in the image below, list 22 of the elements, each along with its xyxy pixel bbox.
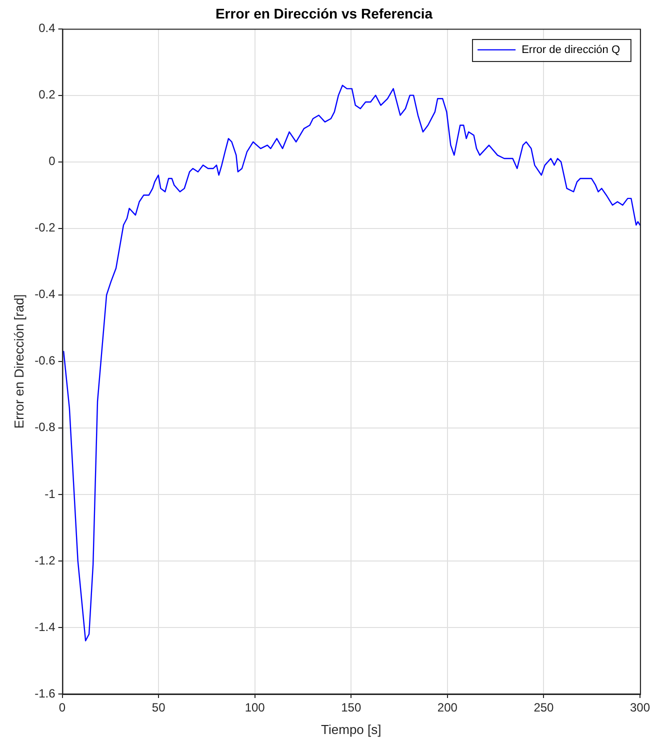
y-tick-label: -0.8: [34, 420, 56, 434]
y-tick-label: 0.4: [38, 21, 56, 36]
x-tick-label: 150: [341, 700, 362, 715]
legend-label: Error de dirección Q: [522, 44, 620, 56]
x-tick-label: 200: [437, 700, 458, 715]
y-tick-label: -0.6: [34, 354, 56, 368]
x-tick-label: 300: [630, 700, 650, 715]
y-tick-label: -1.2: [34, 553, 56, 568]
y-tick-label: -1.6: [34, 686, 56, 700]
y-tick-label: -0.4: [34, 287, 56, 302]
y-tick-label: -1.4: [34, 620, 56, 634]
y-tick-label: -1: [44, 486, 56, 501]
x-tick-label: 0: [58, 700, 66, 715]
x-tick-label: 50: [152, 700, 166, 715]
y-tick-label: 0.2: [38, 88, 56, 102]
y-tick-label: 0: [48, 154, 56, 168]
chart-title: Error en Dirección vs Referencia: [215, 5, 433, 22]
x-tick-label: 100: [244, 700, 266, 715]
x-tick-label: 250: [534, 700, 554, 715]
x-axis-title: Tiempo [s]: [321, 722, 382, 737]
y-axis-title: Error en Dirección [rad]: [11, 294, 26, 429]
y-tick-label: -0.2: [34, 220, 56, 235]
